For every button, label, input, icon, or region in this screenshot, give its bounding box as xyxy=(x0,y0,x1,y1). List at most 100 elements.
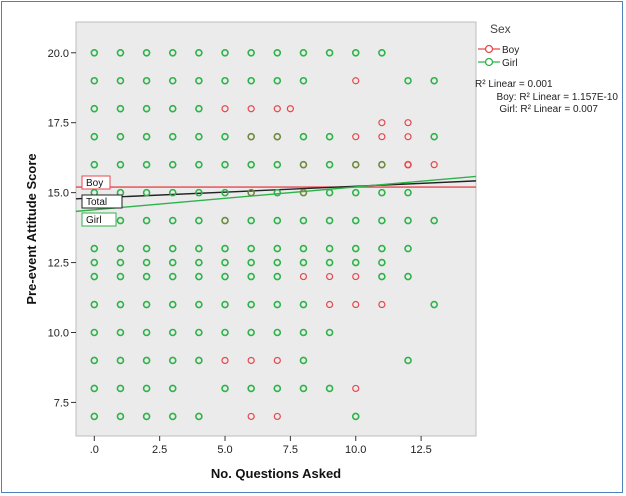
data-point xyxy=(168,244,177,253)
data-point xyxy=(378,160,386,169)
plot-area xyxy=(75,21,477,437)
legend-label-boy: Boy xyxy=(502,45,519,56)
data-point xyxy=(378,119,386,127)
data-point xyxy=(299,132,308,141)
data-point xyxy=(90,384,99,393)
data-point xyxy=(116,384,125,393)
data-point xyxy=(195,216,203,225)
data-point xyxy=(142,356,151,365)
y-tick-label: 15.0 xyxy=(48,188,69,200)
data-point xyxy=(116,272,125,281)
data-point xyxy=(90,300,99,309)
data-point xyxy=(430,76,438,85)
r2-annotations: R² Linear = 0.001 Boy: R² Linear = 1.157E… xyxy=(475,79,618,115)
x-axis-title: No. Questions Asked xyxy=(211,466,341,481)
data-point xyxy=(325,48,334,57)
legend-marker xyxy=(484,57,494,67)
data-point xyxy=(142,76,151,85)
data-point xyxy=(247,76,255,85)
data-point xyxy=(116,356,125,365)
data-point xyxy=(325,216,334,225)
data-point xyxy=(299,356,308,365)
data-point xyxy=(351,244,360,253)
data-point xyxy=(273,216,282,225)
data-point xyxy=(90,258,99,267)
data-point xyxy=(273,272,282,281)
legend-marker xyxy=(484,44,494,54)
line-label-box xyxy=(81,175,111,190)
r2-text-1: Boy: R² Linear = 1.157E-10 xyxy=(497,92,619,103)
y-tick-label: 7.5 xyxy=(54,397,69,409)
data-point xyxy=(247,244,255,253)
data-point xyxy=(195,160,203,169)
data-point xyxy=(430,161,438,169)
data-point xyxy=(195,48,203,57)
data-points xyxy=(90,48,438,421)
data-point xyxy=(221,132,229,141)
data-point xyxy=(116,48,125,57)
data-point xyxy=(168,328,177,337)
data-point xyxy=(142,328,151,337)
data-point xyxy=(195,356,203,365)
data-point xyxy=(247,216,255,225)
data-point xyxy=(142,258,151,267)
data-point xyxy=(195,300,203,309)
data-point xyxy=(142,300,151,309)
data-point xyxy=(142,216,151,225)
data-point xyxy=(352,272,360,281)
data-point xyxy=(221,300,229,309)
data-point xyxy=(299,76,308,85)
data-point xyxy=(247,328,255,337)
data-point xyxy=(378,216,386,225)
data-point xyxy=(273,160,282,169)
data-point xyxy=(195,328,203,337)
data-point xyxy=(430,216,438,225)
data-point xyxy=(404,188,412,197)
data-point xyxy=(351,48,360,57)
data-point xyxy=(116,132,125,141)
data-point xyxy=(325,384,334,393)
data-point xyxy=(299,300,308,309)
data-point xyxy=(378,258,386,267)
data-point xyxy=(351,258,360,267)
line-label-box xyxy=(81,212,117,227)
data-point xyxy=(247,105,255,113)
data-point xyxy=(116,216,125,225)
data-point xyxy=(352,133,360,141)
data-point xyxy=(273,188,282,197)
data-point xyxy=(378,300,386,309)
data-point xyxy=(404,216,412,225)
x-tick-label: 5.0 xyxy=(217,444,232,456)
data-point xyxy=(247,160,255,169)
data-point xyxy=(299,160,308,169)
data-point xyxy=(221,48,229,57)
data-point xyxy=(90,244,99,253)
data-point xyxy=(299,384,308,393)
data-point xyxy=(168,160,177,169)
data-point xyxy=(404,244,412,253)
x-tick-label: 7.5 xyxy=(283,444,298,456)
data-point xyxy=(351,160,360,169)
legend-label-girl: Girl xyxy=(502,58,518,69)
data-point xyxy=(195,272,203,281)
data-point xyxy=(195,188,203,197)
legend-title: Sex xyxy=(490,22,511,36)
x-tick-label: 10.0 xyxy=(345,444,366,456)
data-point xyxy=(116,76,125,85)
data-point xyxy=(273,356,281,365)
data-point xyxy=(352,77,360,85)
data-point xyxy=(195,412,203,421)
data-point xyxy=(195,76,203,85)
data-point xyxy=(90,356,99,365)
data-point xyxy=(378,188,386,197)
data-point xyxy=(299,272,308,281)
data-point xyxy=(221,244,229,253)
data-point xyxy=(273,412,281,421)
data-point xyxy=(116,104,125,113)
data-point xyxy=(195,132,203,141)
data-point xyxy=(116,244,125,253)
data-point xyxy=(142,272,151,281)
data-point xyxy=(325,328,334,337)
y-tick-label: 20.0 xyxy=(48,48,69,60)
